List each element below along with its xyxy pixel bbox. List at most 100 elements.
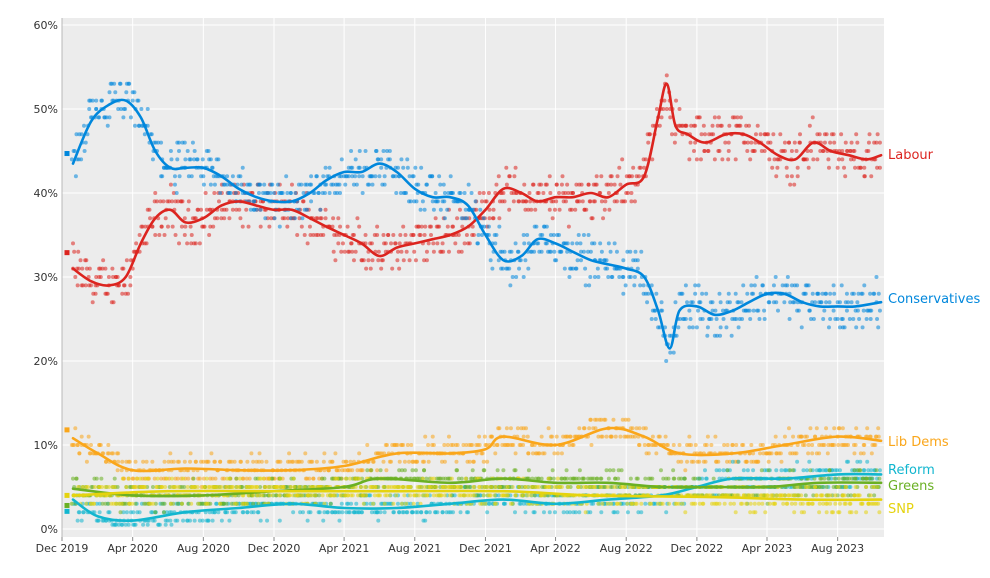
poll-point-conservatives: [258, 207, 263, 212]
poll-point-labour: [321, 233, 326, 237]
poll-point-snp: [864, 510, 869, 515]
poll-point-reform: [216, 510, 221, 515]
poll-point-snp: [760, 501, 765, 506]
poll-point-labour: [401, 224, 406, 229]
poll-point-reform: [265, 518, 270, 523]
poll-point-labour: [594, 174, 599, 179]
poll-point-reform: [131, 510, 136, 515]
poll-point-snp: [806, 501, 811, 506]
poll-point-labour: [340, 241, 345, 246]
poll-point-conservatives: [74, 132, 79, 137]
poll-point-lib-dems: [84, 459, 89, 464]
poll-point-lib-dems: [409, 443, 414, 447]
poll-point-lib-dems: [120, 459, 125, 464]
poll-point-labour: [501, 191, 506, 195]
poll-point-conservatives: [548, 233, 553, 237]
poll-point-conservatives: [367, 182, 372, 187]
poll-point-snp: [875, 485, 880, 489]
poll-point-labour: [75, 283, 80, 288]
poll-point-labour: [282, 216, 287, 221]
poll-point-lib-dems: [623, 417, 628, 422]
poll-point-labour: [491, 207, 496, 212]
poll-point-reform: [164, 510, 169, 515]
poll-point-conservatives: [516, 249, 521, 254]
poll-point-conservatives: [200, 157, 205, 162]
poll-point-labour: [316, 233, 321, 237]
poll-point-snp: [219, 485, 224, 489]
poll-point-reform: [779, 468, 784, 473]
poll-point-labour: [529, 207, 534, 212]
poll-point-snp: [821, 501, 826, 506]
poll-point-conservatives: [574, 241, 579, 246]
poll-point-conservatives: [408, 199, 413, 204]
poll-point-conservatives: [284, 174, 289, 179]
poll-point-labour: [789, 174, 794, 179]
poll-point-lib-dems: [401, 443, 406, 447]
poll-point-snp: [130, 501, 135, 506]
poll-point-conservatives: [871, 291, 876, 296]
poll-point-labour: [768, 140, 773, 145]
poll-point-greens: [788, 468, 793, 473]
poll-point-snp: [381, 485, 386, 489]
poll-point-lib-dems: [245, 459, 250, 464]
poll-point-lib-dems: [291, 459, 296, 464]
poll-point-greens: [376, 485, 381, 489]
poll-point-conservatives: [351, 182, 356, 187]
poll-point-conservatives: [700, 291, 705, 296]
poll-point-reform: [858, 459, 863, 464]
poll-point-labour: [342, 249, 347, 254]
poll-point-labour: [471, 233, 476, 237]
poll-point-snp: [99, 485, 104, 489]
poll-point-lib-dems: [786, 426, 791, 431]
poll-point-conservatives: [635, 258, 640, 263]
poll-point-reform: [232, 510, 237, 515]
poll-point-conservatives: [660, 308, 665, 313]
poll-point-conservatives: [760, 283, 765, 288]
poll-point-conservatives: [145, 123, 150, 128]
poll-point-lib-dems: [387, 459, 392, 464]
poll-point-conservatives: [212, 182, 217, 187]
poll-point-labour: [375, 233, 380, 237]
poll-point-greens: [539, 476, 544, 481]
poll-point-labour: [770, 165, 775, 170]
poll-point-lib-dems: [484, 443, 489, 447]
poll-point-labour: [158, 199, 163, 204]
poll-point-labour: [853, 165, 858, 170]
poll-point-labour: [407, 258, 412, 263]
poll-point-labour: [684, 123, 689, 128]
poll-point-conservatives: [567, 275, 572, 279]
poll-point-reform: [452, 493, 457, 498]
poll-point-snp: [267, 493, 272, 498]
poll-point-reform: [124, 510, 129, 515]
poll-point-labour: [775, 165, 780, 170]
poll-point-conservatives: [734, 317, 739, 321]
poll-point-labour: [78, 258, 83, 263]
poll-point-snp: [126, 476, 131, 481]
poll-point-lib-dems: [186, 476, 191, 481]
poll-point-greens: [853, 476, 858, 481]
poll-point-greens: [224, 501, 229, 506]
poll-point-lib-dems: [206, 459, 211, 464]
poll-point-conservatives: [687, 325, 692, 330]
poll-point-labour: [398, 233, 403, 237]
poll-point-labour: [852, 149, 857, 153]
poll-point-labour: [299, 224, 304, 229]
poll-point-snp: [733, 510, 738, 515]
poll-point-conservatives: [431, 207, 436, 212]
poll-point-labour: [668, 115, 673, 120]
poll-point-lib-dems: [496, 426, 501, 431]
poll-point-lib-dems: [685, 459, 690, 464]
poll-point-greens: [317, 493, 322, 498]
poll-point-conservatives: [457, 191, 462, 195]
poll-point-labour: [403, 233, 408, 237]
poll-point-conservatives: [592, 241, 597, 246]
poll-point-snp: [605, 501, 610, 506]
poll-point-conservatives: [404, 191, 409, 195]
poll-point-lib-dems: [689, 443, 694, 447]
poll-point-reform: [552, 510, 557, 515]
x-tick-label: Apr 2023: [742, 542, 793, 555]
poll-point-greens: [519, 485, 524, 489]
poll-point-conservatives: [727, 300, 732, 305]
poll-point-labour: [455, 216, 460, 221]
poll-point-labour: [612, 182, 617, 187]
